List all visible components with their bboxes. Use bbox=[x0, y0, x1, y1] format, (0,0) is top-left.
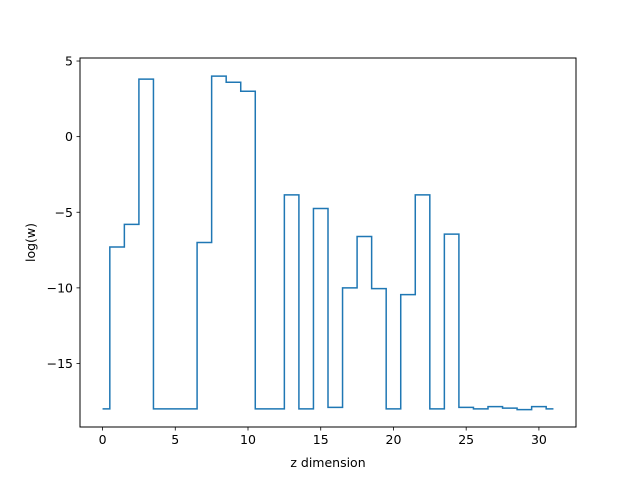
y-axis-label: log(w) bbox=[23, 223, 38, 262]
y-tick-label: −10 bbox=[47, 280, 73, 295]
y-tick-label: −15 bbox=[47, 356, 73, 371]
x-tick-label: 0 bbox=[99, 432, 107, 447]
x-tick-label: 15 bbox=[313, 432, 329, 447]
y-tick-label: 0 bbox=[65, 129, 73, 144]
x-tick-label: 10 bbox=[240, 432, 256, 447]
x-axis-label: z dimension bbox=[290, 455, 365, 470]
series-layer bbox=[102, 75, 554, 411]
y-axis: 5 0 −5 −10 −15 bbox=[47, 54, 80, 371]
x-tick-label: 5 bbox=[171, 432, 179, 447]
x-tick-label: 30 bbox=[531, 432, 547, 447]
y-tick-label: 5 bbox=[65, 54, 73, 69]
plot-frame bbox=[79, 57, 577, 428]
x-tick-label: 25 bbox=[458, 432, 474, 447]
x-tick-label: 20 bbox=[386, 432, 402, 447]
y-tick-label: −5 bbox=[55, 205, 73, 220]
x-axis: 0 5 10 15 20 25 30 bbox=[99, 427, 547, 447]
series-line-0 bbox=[102, 75, 554, 411]
